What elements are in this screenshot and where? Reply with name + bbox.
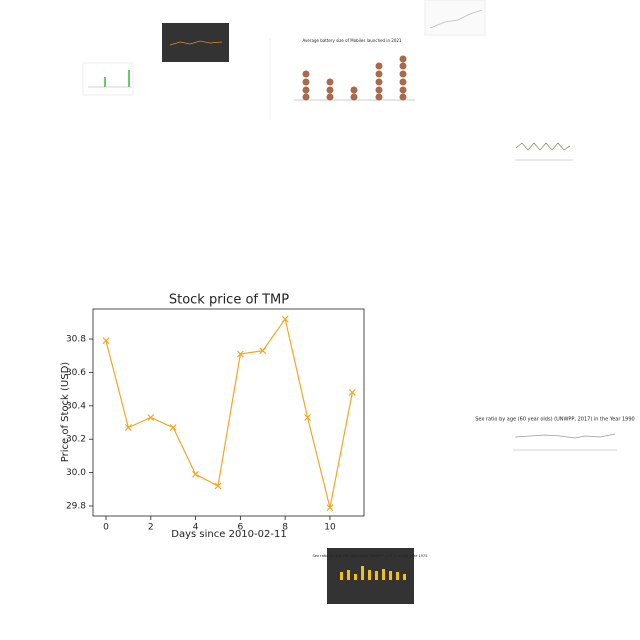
- y-tick-label: 29.8: [66, 501, 86, 511]
- marker: [326, 504, 334, 512]
- marker: [281, 315, 289, 323]
- marker: [169, 424, 177, 431]
- marker: [348, 389, 356, 396]
- marker: [236, 350, 244, 358]
- thumb-title: Sex ratio by age (60 year olds) (UNWPP, …: [312, 554, 427, 558]
- y-tick-label: 30.0: [66, 468, 86, 478]
- x-tick-label: 2: [148, 523, 154, 533]
- y-tick-label: 30.8: [66, 335, 86, 345]
- marker: [214, 482, 222, 490]
- thumb-title: Sex ratio by age (60 year olds) (UNWPP, …: [475, 417, 634, 423]
- y-tick-label: 30.4: [66, 401, 86, 411]
- thumb-line-right: [515, 142, 573, 161]
- thumb-sex-ratio-1990: Sex ratio by age (60 year olds) (UNWPP, …: [475, 417, 635, 451]
- plot-frame: [92, 308, 365, 517]
- x-tick-label: 10: [324, 523, 336, 533]
- x-tick-label: 8: [282, 523, 288, 533]
- x-axis-label: Days since 2010-02-11: [171, 529, 286, 540]
- y-tick-label: 30.6: [66, 368, 86, 378]
- thumb-battery: Average battery size of Mobiles launched…: [269, 38, 415, 120]
- y-axis-label: Price of Stock (USD): [60, 362, 71, 463]
- y-tick-label: 30.2: [66, 435, 86, 445]
- thumb-green-bars: [82, 62, 134, 96]
- x-tick-label: 6: [238, 523, 244, 533]
- marker: [259, 347, 267, 355]
- main-chart: Stock price of TMP Days since 2010-02-11…: [60, 293, 365, 540]
- x-tick-label: 0: [103, 523, 109, 533]
- line: [105, 317, 353, 508]
- marker: [192, 470, 200, 478]
- thumb-title: Average battery size of Mobiles launched…: [303, 38, 402, 43]
- thumb-dark: [162, 23, 229, 62]
- x-tick-label: 4: [193, 523, 199, 533]
- marker: [304, 414, 311, 421]
- marker: [124, 424, 132, 431]
- thumb-sex-ratio-1975: Sex ratio by age (60 year olds) (UNWPP, …: [312, 548, 428, 604]
- thumb-line-top: [424, 0, 486, 36]
- chart-title: Stock price of TMP: [169, 293, 289, 308]
- marker: [147, 414, 155, 421]
- marker: [102, 337, 110, 345]
